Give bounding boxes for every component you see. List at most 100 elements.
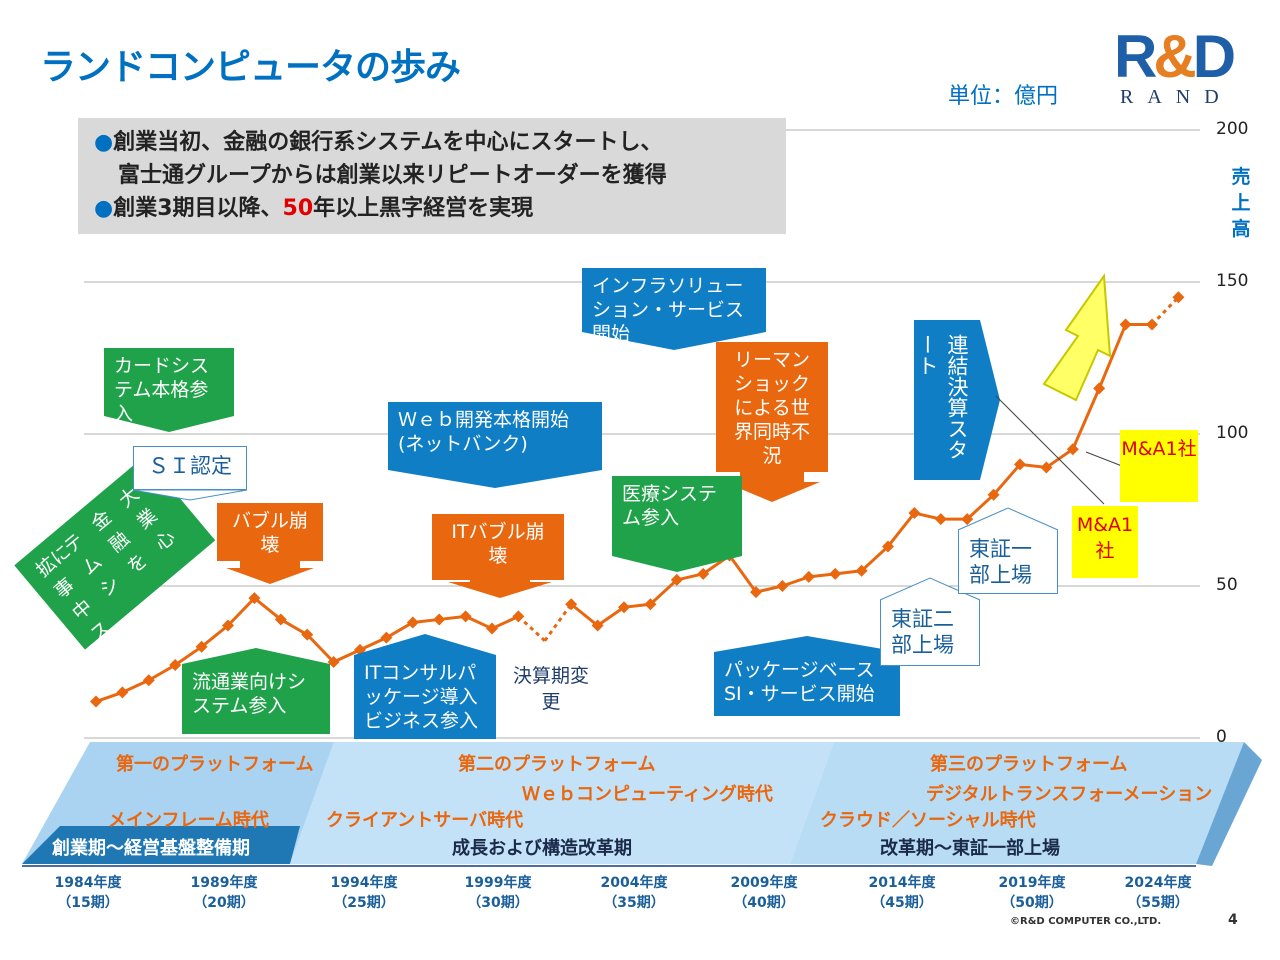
callout-si: ＳＩ認定	[133, 446, 247, 490]
line-segment-1989	[200, 624, 229, 648]
line-segment-1992	[280, 618, 308, 636]
page-number: 4	[1228, 912, 1238, 928]
summary-box: ●創業当初、金融の銀行系システムを中心にスタートし、 富士通グループからは創業以…	[78, 118, 786, 234]
logo-rand: RAND	[1120, 86, 1233, 108]
line-segment-2018	[966, 493, 995, 521]
retail-arrow-tail	[182, 648, 330, 664]
data-point-1993	[327, 656, 340, 668]
band-platform-2	[290, 742, 834, 864]
callout-ma-1: M&A1社	[1120, 430, 1198, 502]
summary-line-3: ●創業3期目以降、50年以上黒字経営を実現	[94, 196, 534, 221]
company-logo: R&D RAND	[1112, 23, 1242, 110]
x-tick-0: 1984年度 （15期）	[54, 875, 122, 911]
page-title: ランドコンピュータの歩み	[40, 47, 461, 88]
bubble-arrow	[226, 561, 314, 584]
line-segment-1996	[385, 621, 414, 639]
data-point-2015	[908, 507, 921, 520]
data-point-1990	[248, 592, 261, 605]
data-point-2019	[1014, 458, 1026, 471]
line-segment-2023	[1097, 323, 1127, 389]
data-point-2025	[1172, 291, 1185, 304]
data-point-2024	[1146, 318, 1158, 331]
data-point-2013	[855, 564, 868, 577]
data-point-2004	[618, 601, 630, 614]
era-mainframe: メインフレーム時代	[108, 810, 269, 831]
line-segment-2003	[570, 603, 599, 627]
summary-line-1: ●創業当初、金融の銀行系システムを中心にスタートし、	[94, 130, 663, 155]
consult-arrow-tail	[354, 634, 496, 655]
data-point-2014	[882, 540, 894, 553]
line-segment-2014	[860, 545, 890, 572]
data-point-1989	[222, 619, 234, 632]
data-point-1998	[459, 610, 472, 623]
data-point-2010	[776, 580, 789, 592]
unit-label: 単位：億円	[948, 84, 1059, 109]
x-tick-2: 1994年度 （25期）	[330, 875, 398, 911]
line-segment-2022	[1071, 387, 1101, 450]
line-segment-2021	[1045, 447, 1074, 469]
era-platform-2: 第二のプラットフォーム	[458, 754, 656, 775]
callout-lehman: リーマンショックによる世界同時不況	[716, 342, 828, 472]
era-bands	[22, 742, 1262, 867]
y-tick-150: 150	[1216, 271, 1249, 291]
card-arrow-tail	[104, 416, 234, 432]
callout-retail: 流通業向けシステム参入	[182, 664, 330, 734]
data-point-2005	[644, 598, 657, 611]
callout-finance: 拡にテ金大事ム融業中シを心ス	[14, 456, 216, 650]
summary-line-2: 富士通グループからは創業以来リピートオーダーを獲得	[118, 163, 667, 188]
x-tick-7: 2019年度 （50期）	[998, 875, 1066, 911]
band-platform-1-base	[22, 826, 300, 864]
x-tick-5: 2009年度 （40期）	[730, 875, 798, 911]
line-segment-2015	[886, 512, 916, 548]
si-tip	[132, 489, 248, 501]
package-arrow-tail	[714, 636, 900, 652]
data-point-1988	[195, 640, 208, 653]
callout-ma-2: M&A1社	[1072, 506, 1138, 578]
line-segment-1988	[174, 645, 203, 667]
data-point-2022	[1093, 382, 1106, 395]
callout-medical: 医療システム参入	[612, 476, 742, 556]
line-segment-2025	[1150, 296, 1180, 326]
data-point-2012	[829, 567, 842, 580]
line-segment-2009	[728, 554, 758, 593]
data-point-2000	[512, 610, 525, 623]
data-point-2020	[1040, 461, 1053, 474]
data-point-2002	[565, 598, 578, 611]
line-segment-2000	[491, 615, 520, 630]
line-segment-1994	[332, 648, 361, 664]
line-segment-1995	[359, 636, 388, 652]
data-point-2011	[802, 570, 815, 583]
y-tick-0: 0	[1216, 727, 1227, 747]
data-point-1987	[169, 659, 182, 672]
it-bubble-arrow	[448, 580, 552, 598]
infra-arrow-tail	[582, 332, 766, 350]
line-segment-2004	[596, 606, 625, 627]
data-point-2007	[697, 567, 710, 580]
callout-tse1: 東証一部上場	[958, 530, 1058, 594]
era-cloud: クラウド／ソーシャル時代	[820, 810, 1036, 831]
data-point-1992	[301, 628, 314, 641]
copyright: ©R&D COMPUTER CO.,LTD.	[1010, 916, 1162, 927]
web-arrow-tail	[388, 470, 602, 488]
line-segment-1986	[121, 678, 150, 694]
line-segment-2006	[649, 578, 678, 606]
tse1-roof	[957, 507, 1059, 531]
x-tick-1: 1989年度 （20期）	[190, 875, 258, 911]
data-point-1986	[142, 674, 155, 687]
data-point-1984	[90, 695, 102, 708]
data-point-2003	[591, 619, 604, 632]
line-segment-1993	[306, 633, 335, 664]
callout-infra: インフラソリューション・サービス開始	[582, 268, 766, 345]
data-point-2023	[1119, 318, 1132, 331]
era-platform-1: 第一のプラットフォーム	[116, 754, 314, 775]
data-point-2009	[750, 586, 762, 599]
era-platform-3: 第三のプラットフォーム	[930, 754, 1128, 775]
data-point-2006	[670, 573, 683, 586]
line-segment-2001	[517, 615, 546, 642]
lehman-arrow	[724, 472, 820, 502]
callout-bubble: バブル崩壊	[217, 503, 323, 561]
consolidated-arrow-tip	[980, 320, 1000, 480]
callout-arrows: 拡にテ金大事ム融業中シを心ス	[14, 273, 1123, 664]
logo-mark: R&D	[1114, 23, 1236, 90]
